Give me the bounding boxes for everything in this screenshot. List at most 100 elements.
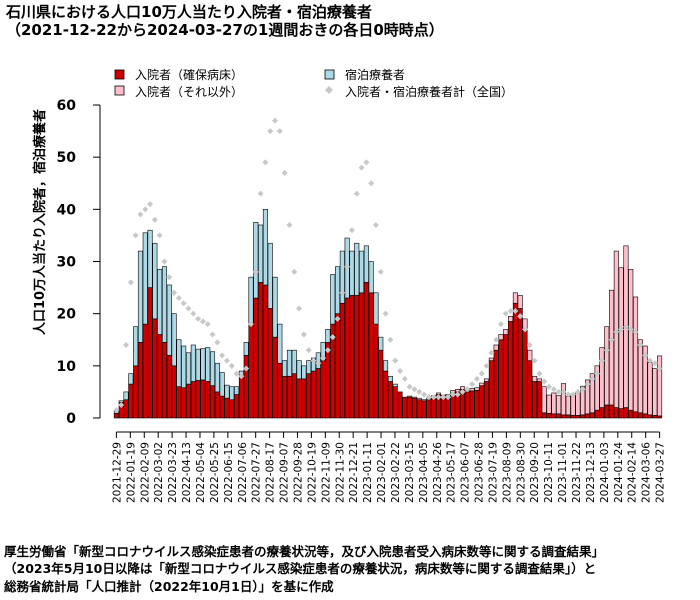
bar-hosp-other <box>594 365 600 411</box>
bar-hosp-confirmed <box>210 385 216 419</box>
x-tick-label: 2022-02-09 <box>139 442 151 503</box>
bar-hosp-confirmed <box>349 295 355 419</box>
bar-hosp-confirmed <box>469 390 475 419</box>
bar-hosp-confirmed <box>142 323 148 419</box>
point-national-total <box>565 391 572 398</box>
point-national-total <box>368 180 375 187</box>
bar-hosp-other <box>407 395 413 398</box>
point-national-total <box>435 394 442 401</box>
bar-hosp-confirmed <box>363 282 369 419</box>
point-national-total <box>339 289 346 296</box>
bar-hosp-other <box>575 391 581 416</box>
bar-hosp-other <box>565 396 571 416</box>
point-national-total <box>151 216 158 223</box>
point-national-total <box>473 375 480 382</box>
x-tick-label: 2023-05-17 <box>446 442 458 503</box>
legend: 入院者（確保病床） 宿泊療養者 入院者（それ以外） 入院者・宿泊療養者計（全国） <box>114 67 513 99</box>
bar-hosp-other <box>589 373 595 414</box>
source-line-2: （2023年5月10日以降は「新型コロナウイルス感染症患者の療養状況，病床数等に… <box>4 561 597 576</box>
bar-hosp-confirmed <box>628 409 634 419</box>
x-tick-label: 2023-03-15 <box>404 442 416 503</box>
point-national-total <box>142 206 149 213</box>
bar-hosp-confirmed <box>508 321 514 419</box>
point-national-total <box>147 201 154 208</box>
bar-hosp-confirmed <box>234 394 240 419</box>
bar-hosp-confirmed <box>123 399 129 419</box>
point-national-total <box>286 221 293 228</box>
point-national-total <box>526 341 533 348</box>
bar-lodging <box>378 336 384 351</box>
bar-hosp-confirmed <box>320 360 326 419</box>
point-national-total <box>584 381 591 388</box>
x-tick-label: 2023-06-07 <box>460 442 472 503</box>
bar-hosp-confirmed <box>267 308 273 419</box>
legend-swatch-national-total <box>325 86 333 94</box>
point-national-total <box>372 221 379 228</box>
bar-lodging <box>181 345 187 389</box>
bar-lodging <box>123 391 129 401</box>
bar-hosp-confirmed <box>224 397 230 419</box>
x-tick-label: 2022-06-15 <box>223 442 235 503</box>
bar-hosp-confirmed <box>657 415 663 419</box>
point-national-total <box>488 349 495 356</box>
point-national-total <box>464 386 471 393</box>
bar-hosp-confirmed <box>301 378 307 419</box>
x-tick-label: 2022-11-09 <box>320 442 332 503</box>
bar-hosp-confirmed <box>517 308 523 419</box>
point-national-total <box>392 357 399 364</box>
bar-hosp-confirmed <box>426 399 432 419</box>
legend-label-hosp-confirmed: 入院者（確保病床） <box>135 67 243 82</box>
bar-hosp-confirmed <box>623 407 629 419</box>
bar-hosp-confirmed <box>258 282 264 419</box>
bar-hosp-confirmed <box>503 334 509 419</box>
bar-hosp-other <box>512 292 518 304</box>
point-national-total <box>204 321 211 328</box>
bar-hosp-confirmed <box>205 381 211 419</box>
point-national-total <box>320 355 327 362</box>
bar-hosp-other <box>493 344 499 351</box>
bar-lodging <box>166 284 172 356</box>
bar-hosp-confirmed <box>272 336 278 419</box>
x-tick-label: 2022-07-06 <box>237 442 249 503</box>
bar-lodging <box>272 276 278 338</box>
point-national-total <box>118 401 125 408</box>
bar-lodging <box>161 266 167 343</box>
point-national-total <box>646 357 653 364</box>
point-national-total <box>353 190 360 197</box>
point-national-total <box>113 407 120 414</box>
point-national-total <box>262 159 269 166</box>
point-national-total <box>550 386 557 393</box>
bar-hosp-other <box>652 368 658 416</box>
point-national-total <box>416 388 423 395</box>
bar-lodging <box>157 269 163 335</box>
bar-lodging <box>147 229 153 288</box>
bar-lodging <box>282 360 288 377</box>
bar-hosp-confirmed <box>219 395 225 419</box>
bar-hosp-confirmed <box>291 373 297 419</box>
point-national-total <box>377 268 384 275</box>
bar-hosp-other <box>580 385 586 416</box>
point-national-total <box>252 268 259 275</box>
bar-lodging <box>248 276 254 325</box>
point-national-total <box>358 164 365 171</box>
x-tick-label: 2023-06-28 <box>474 442 486 503</box>
x-tick-label: 2024-03-27 <box>655 442 667 503</box>
x-tick-label: 2023-12-13 <box>585 442 597 503</box>
bar-hosp-other <box>551 392 557 415</box>
point-national-total <box>406 383 413 390</box>
bar-hosp-confirmed <box>161 342 167 419</box>
point-national-total <box>291 268 298 275</box>
bar-lodging <box>219 372 225 397</box>
bar-hosp-other <box>584 379 591 415</box>
bar-hosp-other <box>604 326 610 406</box>
bar-hosp-confirmed <box>286 375 292 419</box>
bar-lodging <box>277 323 283 364</box>
bar-hosp-other <box>498 334 504 341</box>
bar-hosp-confirmed <box>152 318 158 419</box>
bar-hosp-other <box>508 315 514 322</box>
bar-hosp-confirmed <box>512 302 518 419</box>
bar-hosp-confirmed <box>325 342 331 419</box>
point-national-total <box>574 388 581 395</box>
bar-hosp-confirmed <box>243 355 249 419</box>
bar-hosp-confirmed <box>431 396 437 419</box>
